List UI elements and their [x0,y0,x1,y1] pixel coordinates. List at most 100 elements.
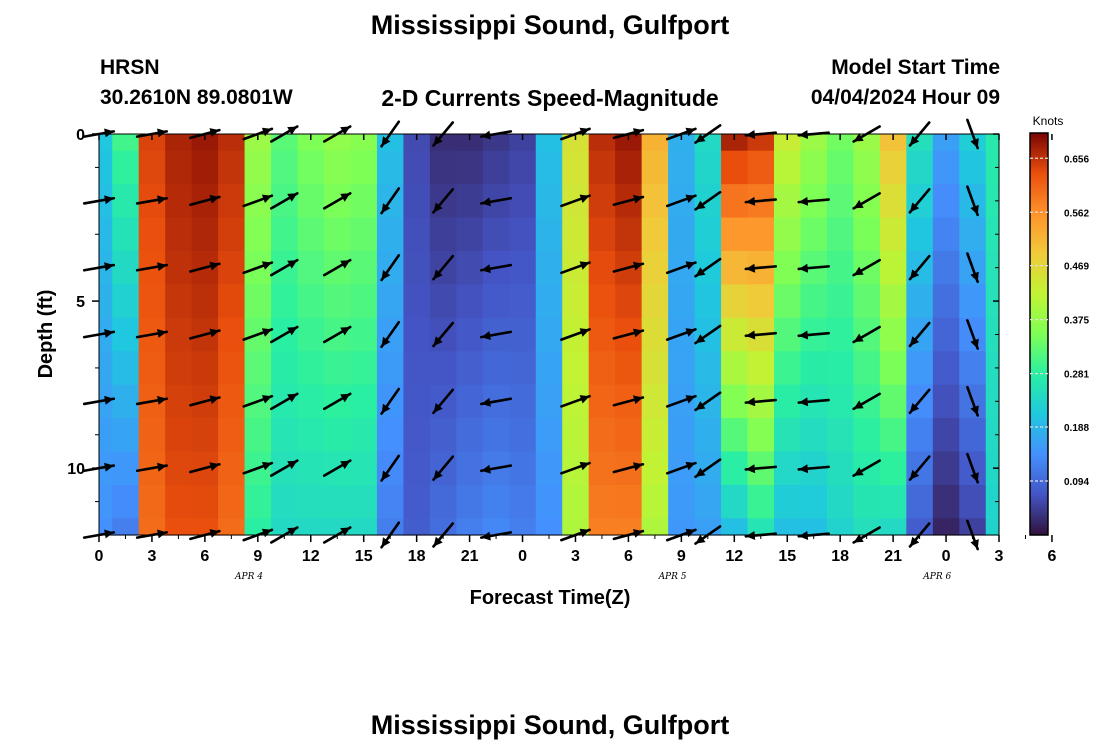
arrow-head [695,133,706,143]
heatmap-cell [509,317,537,352]
heatmap-cell [403,134,431,152]
heatmap-cell [99,418,113,453]
heatmap-cell [774,384,802,419]
heatmap-cell [879,484,907,519]
heatmap-cell [112,351,140,386]
heatmap-cell [218,384,246,419]
heatmap-cell [297,351,325,386]
heatmap-cell [774,217,802,252]
current-arrow [270,325,299,344]
heatmap-cell [774,284,802,319]
heatmap-cell [906,284,934,319]
heatmap-cell [985,134,1000,152]
heatmap-cell [668,217,696,252]
heatmap-cell [297,184,325,219]
plot-axes: 0 3 6 9 12 15 18 21 0 3 6 9 12 15 18 21 0 3 6 APR 4 APR 5 APR… [67,127,1056,582]
current-arrow [270,258,299,277]
arrow-head [261,395,272,404]
heatmap-cell [879,418,907,453]
arrow-head [261,261,272,270]
colorbar-tick-label: 0.375 [1064,316,1089,327]
heatmap-cell [774,518,802,536]
heatmap-cell [509,451,537,486]
x-tick-label: 6 [200,548,209,565]
current-arrow [665,328,697,341]
date-label: APR 4 [234,572,263,582]
heatmap-cell [324,150,352,185]
heatmap-cell [641,484,669,519]
heatmap-cell [959,284,987,319]
arrow-head [798,330,809,340]
current-arrow [135,329,169,339]
current-arrow [322,392,352,411]
current-arrow [612,395,645,407]
current-arrow [242,194,274,208]
heatmap-cell [879,384,907,419]
heatmap-cell [800,418,828,453]
heatmap-cell [562,351,590,386]
heatmap-cell [932,184,960,219]
current-arrow [189,395,221,407]
arrow-head [685,395,696,404]
heatmap-cell [535,317,563,352]
current-arrow [908,321,931,348]
heatmap-cell [138,484,166,519]
current-arrow [908,254,931,281]
heatmap-cell [588,484,616,519]
heatmap-cell [218,317,246,352]
heatmap-cell [165,518,193,536]
heatmap-cell [112,217,140,252]
arrow-head [157,462,167,472]
heatmap-cell [774,150,802,185]
arrow-head [745,196,756,206]
heatmap-cell [482,284,510,319]
heatmap-cell [774,484,802,519]
current-arrow [242,328,274,341]
arrow-head [381,470,391,481]
arrow-head [381,203,391,214]
heatmap-cell [853,150,881,185]
arrow-head [209,194,220,204]
heatmap-cell [826,134,855,152]
heatmap-cell [191,484,219,519]
heatmap-cell [271,150,299,185]
arrow-head [157,195,167,205]
arrow-head [287,327,298,336]
heatmap-cell [906,518,934,536]
heatmap-cell [376,351,405,386]
heatmap-cell [615,484,643,519]
heatmap-cell [721,250,749,285]
heatmap-cell [906,484,934,519]
current-arrow [432,254,455,281]
current-arrow [270,392,299,411]
arrow-head [481,397,491,407]
current-arrow [665,394,697,408]
current-arrow [966,252,979,284]
current-arrow [560,261,591,275]
arrow-head [579,395,590,404]
arrow-head [104,395,114,405]
heatmap-cell [826,250,855,285]
heatmap-cell [165,484,193,519]
x-tick-label: 18 [408,548,426,565]
current-arrow [665,194,697,208]
station-coords: 30.2610N 89.0801W [100,86,293,109]
heatmap-cell [826,418,855,453]
heatmap-cell [324,217,352,252]
heatmap-cell [482,217,510,252]
arrow-head [633,261,643,271]
y-tick-label: 10 [67,461,85,478]
heatmap-cell [99,134,113,152]
colorbar-tick-label: 0.188 [1064,423,1089,434]
heatmap-cell [429,150,457,185]
heatmap-cell [509,418,537,453]
heatmap-cell [271,484,299,519]
arrow-head [695,401,706,410]
heatmap-cell [297,317,325,352]
heatmap-cell [112,317,140,352]
current-arrow [797,196,830,206]
current-arrow [135,195,169,205]
colorbar-gradient [1029,132,1049,536]
heatmap-cell [350,250,378,285]
current-arrow [322,192,352,210]
